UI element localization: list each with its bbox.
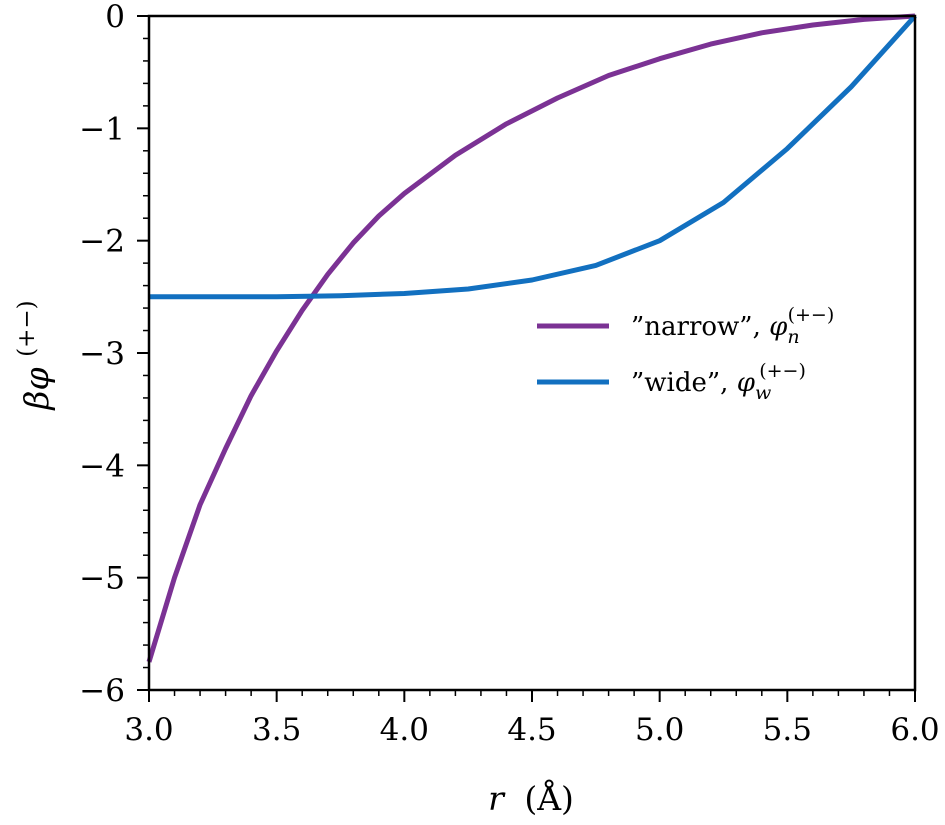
x-axis-unit: (Å) (524, 778, 574, 818)
x-tick-label: 6.0 (890, 712, 939, 748)
legend-entry-sup: (+−) (759, 360, 806, 382)
legend-entry-text: ”wide”, (631, 368, 737, 398)
x-tick-label: 3.5 (252, 712, 301, 748)
x-tick-label: 4.5 (507, 712, 556, 748)
legend-entry-sub: w (755, 382, 771, 404)
axis-ticks: 3.0 3.5 4.0 4.5 5.0 5.5 6.0 0 −1 −2 −3 −4 −5 −6 (79, 0, 939, 748)
plot-frame (147, 14, 917, 692)
legend-entry-symbol: φ (769, 312, 788, 342)
y-tick-label: −5 (79, 561, 125, 597)
x-tick-label: 5.0 (635, 712, 684, 748)
legend-entry-text: ”narrow”, (631, 312, 769, 342)
y-tick-label: −2 (79, 224, 125, 260)
x-tick-label: 3.0 (124, 712, 173, 748)
legend-entry-symbol: φ (737, 368, 756, 398)
y-tick-label: −3 (79, 336, 125, 372)
y-tick-label: −1 (79, 111, 125, 147)
y-axis-label-sup: (+−) (14, 300, 40, 357)
y-tick-label: −4 (79, 448, 125, 484)
x-axis-label: r (Å) (488, 778, 574, 818)
legend-entry: ”wide”, φw(+−) (631, 360, 806, 404)
y-tick-label: −6 (79, 673, 125, 709)
legend: ”narrow”, φn(+−)”wide”, φw(+−) (537, 304, 834, 404)
y-axis-label-base: βφ (17, 367, 56, 411)
series-lines (146, 13, 917, 663)
narrow-series-line (146, 13, 916, 663)
y-tick-label: 0 (105, 0, 125, 35)
y-axis-label: βφ (+−) (14, 300, 56, 411)
x-axis-variable: r (488, 779, 506, 818)
legend-entry-sup: (+−) (788, 304, 835, 326)
legend-entry: ”narrow”, φn(+−) (631, 304, 834, 348)
legend-entry-sub: n (787, 326, 799, 348)
x-tick-label: 5.5 (763, 712, 812, 748)
wide-series-line (149, 14, 917, 300)
x-tick-label: 4.0 (380, 712, 429, 748)
